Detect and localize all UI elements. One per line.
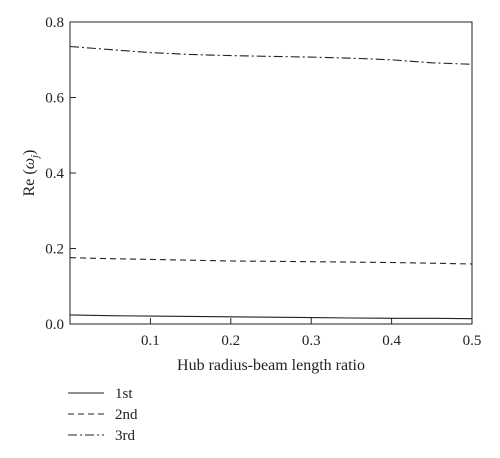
- y-axis-title-close: ): [21, 150, 38, 155]
- legend-label-3rd: 3rd: [115, 428, 135, 444]
- y-tick-label: 0.8: [45, 15, 64, 31]
- x-tick-label: 0.2: [221, 333, 240, 349]
- y-axis: 0.0 0.2 0.4 0.6 0.8: [45, 15, 76, 333]
- x-tick-label: 0.4: [382, 333, 401, 349]
- series-line-1st: [69, 314, 473, 320]
- series-line-3rd: [69, 45, 473, 65]
- series-group: [69, 45, 473, 320]
- y-tick-label: 0.6: [45, 91, 64, 107]
- x-tick-label: 0.5: [463, 333, 482, 349]
- x-tick-label: 0.3: [302, 333, 321, 349]
- legend: 1st 2nd 3rd: [68, 386, 138, 444]
- y-axis-title-symbol: ω: [21, 158, 38, 169]
- series-line-2nd: [69, 257, 473, 265]
- plot-area: [69, 21, 473, 325]
- x-tick-label: 0.1: [141, 333, 160, 349]
- y-tick-label: 0.0: [45, 317, 64, 333]
- y-axis-title: Re (ωj): [21, 150, 41, 197]
- x-axis-title: Hub radius-beam length ratio: [177, 357, 365, 374]
- plot-border: [69, 21, 473, 325]
- y-tick-label: 0.2: [45, 242, 64, 258]
- x-axis: 0.1 0.2 0.3 0.4 0.5: [141, 318, 481, 349]
- legend-label-1st: 1st: [115, 386, 133, 402]
- y-axis-title-subscript: j: [29, 155, 41, 160]
- legend-label-2nd: 2nd: [115, 407, 138, 423]
- y-tick-label: 0.4: [45, 166, 64, 182]
- y-axis-title-main: Re (: [21, 169, 38, 196]
